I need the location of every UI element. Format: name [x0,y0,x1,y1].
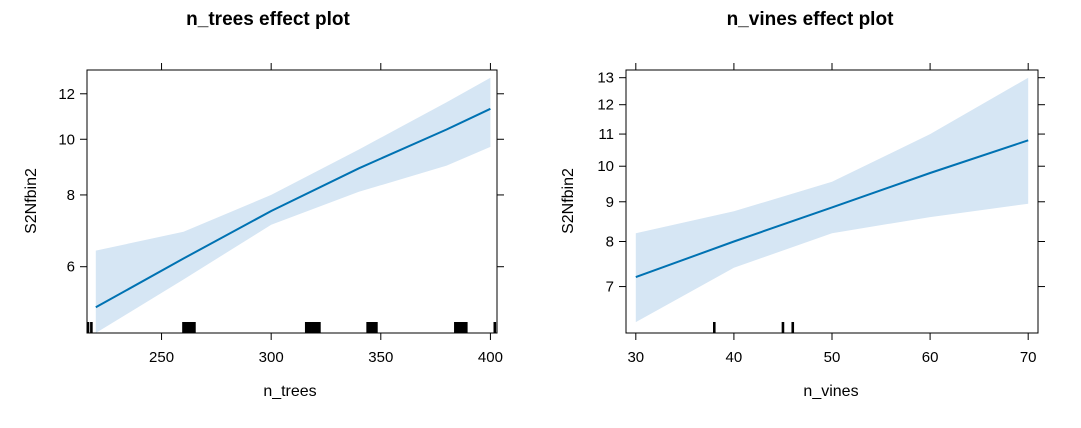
y-axis-label-n-vines: S2Nfbin2 [560,168,577,234]
confidence-band [95,77,491,333]
fit-line [635,139,1029,279]
x-tick-label: 300 [259,349,284,366]
x-tick-label: 70 [1020,349,1037,366]
x-tick-label: 40 [726,349,743,366]
y-axis-label-n-trees: S2Nfbin2 [23,168,40,234]
y-tick-label: 13 [597,70,614,87]
chart-title-n-vines: n_vines effect plot [727,9,894,30]
y-tick-label: 12 [58,86,75,103]
y-tick-label: 8 [67,187,75,204]
x-tick-label: 60 [922,349,939,366]
y-tick-label: 6 [67,259,75,276]
x-tick-label: 50 [824,349,841,366]
chart-title-n-trees: n_trees effect plot [186,9,350,30]
panel-n-trees: n_trees effect plot n_trees S2Nfbin2 250… [23,9,504,400]
fit-line [95,107,491,309]
y-tick-label: 11 [598,126,614,143]
x-axis-label-n-trees: n_trees [263,383,316,400]
y-tick-label: 12 [597,97,614,114]
y-tick-label: 8 [606,234,614,251]
y-tick-label: 7 [606,279,614,296]
x-tick-label: 30 [627,349,644,366]
plot-frame [86,69,498,334]
x-tick-label: 250 [149,349,174,366]
y-tick-label: 10 [58,131,75,148]
confidence-band [635,77,1029,323]
y-tick-label: 10 [597,158,614,175]
x-axis-label-n-vines: n_vines [803,383,858,400]
panel-n-vines: n_vines effect plot n_vines S2Nfbin2 30 4… [560,9,1045,400]
y-tick-label: 9 [606,194,614,211]
x-tick-label: 350 [368,349,393,366]
x-tick-label: 400 [478,349,503,366]
